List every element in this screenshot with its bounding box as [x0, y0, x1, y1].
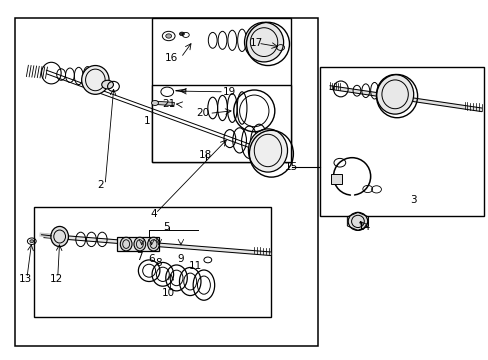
Bar — [154, 101, 174, 105]
Text: 12: 12 — [49, 274, 63, 284]
Bar — [34, 207, 271, 317]
Ellipse shape — [248, 129, 287, 172]
Text: 10: 10 — [162, 288, 175, 298]
Polygon shape — [329, 86, 481, 112]
Text: 7: 7 — [136, 252, 142, 262]
Text: 13: 13 — [19, 274, 33, 284]
Circle shape — [165, 34, 171, 38]
Polygon shape — [176, 89, 185, 92]
Text: 6: 6 — [148, 254, 155, 264]
Ellipse shape — [347, 212, 367, 230]
Text: 3: 3 — [409, 195, 416, 205]
Text: 21: 21 — [162, 99, 175, 109]
Text: 5: 5 — [163, 222, 169, 232]
Text: 4: 4 — [150, 209, 157, 219]
Bar — [117, 237, 159, 251]
Text: 9: 9 — [177, 254, 184, 264]
Bar — [330, 174, 341, 184]
Text: 19: 19 — [223, 87, 236, 97]
Text: 8: 8 — [155, 258, 162, 268]
Ellipse shape — [147, 237, 159, 251]
Circle shape — [179, 32, 184, 36]
Text: 14: 14 — [357, 222, 370, 232]
Bar — [15, 18, 317, 346]
Text: 16: 16 — [164, 53, 178, 63]
Ellipse shape — [376, 75, 413, 114]
Ellipse shape — [134, 237, 145, 251]
Polygon shape — [350, 194, 352, 195]
Ellipse shape — [244, 22, 283, 62]
Text: 15: 15 — [284, 162, 297, 172]
Ellipse shape — [81, 66, 109, 94]
Text: 11: 11 — [188, 261, 202, 271]
Polygon shape — [44, 234, 271, 256]
Ellipse shape — [51, 226, 68, 247]
Bar — [320, 67, 483, 216]
Ellipse shape — [120, 237, 132, 251]
Bar — [151, 18, 290, 162]
Text: 20: 20 — [196, 108, 209, 118]
Text: 2: 2 — [97, 180, 103, 190]
Bar — [151, 85, 290, 162]
Circle shape — [30, 240, 34, 243]
Text: 1: 1 — [143, 116, 150, 126]
Circle shape — [151, 100, 158, 105]
Ellipse shape — [102, 80, 113, 89]
Text: 17: 17 — [249, 38, 263, 48]
Text: 18: 18 — [198, 150, 212, 160]
